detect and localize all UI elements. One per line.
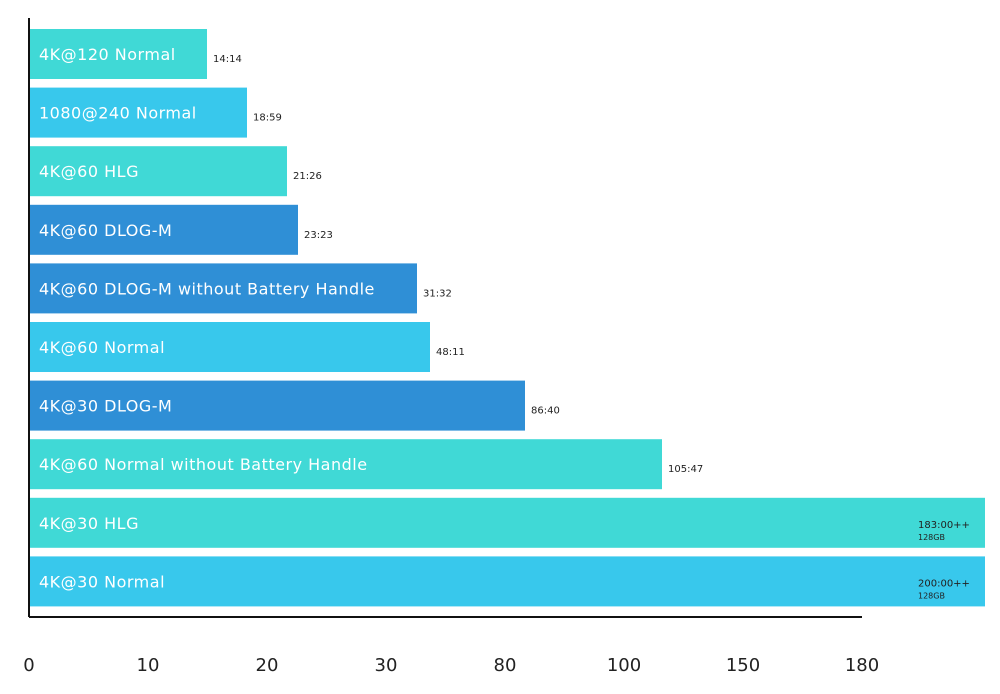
bar-label: 4K@120 Normal — [39, 45, 176, 64]
bar-label: 4K@60 Normal without Battery Handle — [39, 455, 368, 474]
bar-label: 4K@60 HLG — [39, 162, 139, 181]
bar — [30, 263, 417, 314]
value-label: 48:11 — [436, 347, 465, 358]
bar-label: 4K@30 Normal — [39, 572, 165, 591]
bar-label: 4K@60 DLOG-M — [39, 221, 172, 240]
bar-label: 1080@240 Normal — [39, 104, 197, 123]
x-tick-label: 20 — [256, 655, 279, 676]
value-label: 23:23 — [304, 230, 333, 241]
value-label: 200:00++ — [918, 578, 970, 589]
x-tick-label: 30 — [375, 655, 398, 676]
bar — [30, 204, 298, 255]
x-tick-label: 10 — [137, 655, 160, 676]
value-note: 128GB — [918, 591, 945, 600]
x-tick-label: 180 — [845, 655, 879, 676]
bar — [30, 146, 287, 197]
bar-label: 4K@60 DLOG-M without Battery Handle — [39, 279, 375, 298]
value-label: 86:40 — [531, 406, 560, 417]
bar — [30, 556, 985, 607]
bar-label: 4K@60 Normal — [39, 338, 165, 357]
bar — [30, 87, 247, 138]
bar — [30, 439, 662, 490]
x-tick-label: 100 — [607, 655, 641, 676]
bar — [30, 380, 525, 431]
bar — [30, 322, 430, 372]
value-label: 105:47 — [668, 464, 703, 475]
x-tick-label: 0 — [23, 655, 34, 676]
x-tick-label: 150 — [726, 655, 760, 676]
x-tick-label: 80 — [494, 655, 517, 676]
value-label: 14:14 — [213, 54, 242, 65]
value-label: 18:59 — [253, 113, 282, 124]
value-note: 128GB — [918, 533, 945, 542]
value-label: 183:00++ — [918, 520, 970, 531]
bar — [30, 29, 207, 79]
bar-label: 4K@30 DLOG-M — [39, 397, 172, 416]
value-label: 31:32 — [423, 288, 452, 299]
bar-label: 4K@30 HLG — [39, 514, 139, 533]
value-label: 21:26 — [293, 171, 322, 182]
bar — [30, 497, 985, 548]
